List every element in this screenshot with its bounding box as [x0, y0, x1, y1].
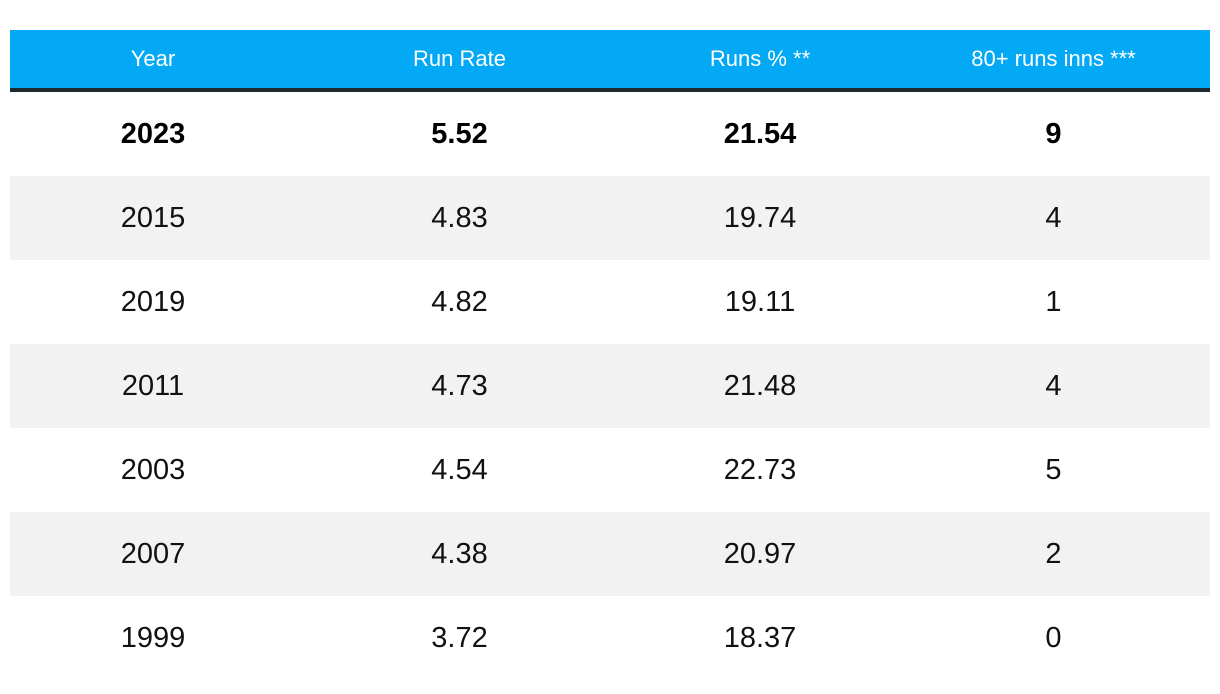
cell-runs-percent: 20.97 [623, 512, 897, 596]
cell-run-rate: 4.82 [431, 285, 488, 318]
cell-year: 2015 [10, 176, 296, 260]
cell-runs-percent: 21.54 [723, 117, 797, 150]
header-80-plus-innings: 80+ runs inns *** [897, 30, 1210, 92]
cell-year: 2011 [10, 344, 296, 428]
cell-runs-percent: 19.74 [623, 176, 897, 260]
cell-80-plus-innings: 9 [1045, 117, 1062, 150]
cell-80-plus-innings: 2 [897, 512, 1210, 596]
table-row: 2011 4.73 21.48 4 [10, 344, 1210, 428]
cell-year: 2003 [120, 453, 186, 486]
cell-run-rate: 3.72 [431, 621, 488, 654]
table-row: 2007 4.38 20.97 2 [10, 512, 1210, 596]
table-row: 2019 4.82 19.11 1 [10, 260, 1210, 344]
table-header: Year Run Rate Runs % ** 80+ runs inns **… [10, 30, 1210, 92]
header-year: Year [10, 30, 296, 92]
cell-run-rate: 4.54 [431, 453, 488, 486]
header-row: Year Run Rate Runs % ** 80+ runs inns **… [10, 30, 1210, 92]
cell-80-plus-innings: 4 [897, 176, 1210, 260]
cell-80-plus-innings: 1 [1045, 285, 1062, 318]
cell-80-plus-innings: 0 [1045, 621, 1062, 654]
table-body: 2023 5.52 21.54 9 2015 4.83 19.74 4 2019… [10, 90, 1210, 680]
cell-runs-percent: 21.48 [623, 344, 897, 428]
table-row: 2003 4.54 22.73 5 [10, 428, 1210, 512]
cell-run-rate: 4.38 [296, 512, 623, 596]
stats-table-container: Year Run Rate Runs % ** 80+ runs inns **… [10, 30, 1210, 680]
cell-run-rate: 4.73 [296, 344, 623, 428]
cell-80-plus-innings: 5 [1045, 453, 1062, 486]
cell-runs-percent: 19.11 [724, 285, 796, 318]
cell-run-rate: 4.83 [296, 176, 623, 260]
cell-runs-percent: 22.73 [723, 453, 797, 486]
table-row: 2015 4.83 19.74 4 [10, 176, 1210, 260]
cell-80-plus-innings: 4 [897, 344, 1210, 428]
table-row: 2023 5.52 21.54 9 [10, 90, 1210, 176]
cell-runs-percent: 18.37 [723, 621, 797, 654]
cell-run-rate: 5.52 [431, 117, 488, 150]
header-run-rate: Run Rate [296, 30, 623, 92]
table-row: 1999 3.72 18.37 0 [10, 596, 1210, 680]
cell-year: 2007 [10, 512, 296, 596]
cell-year: 1999 [120, 621, 186, 654]
cell-year: 2023 [120, 117, 186, 150]
header-runs-percent: Runs % ** [623, 30, 897, 92]
cell-year: 2019 [120, 285, 186, 318]
stats-table: Year Run Rate Runs % ** 80+ runs inns **… [10, 30, 1210, 680]
